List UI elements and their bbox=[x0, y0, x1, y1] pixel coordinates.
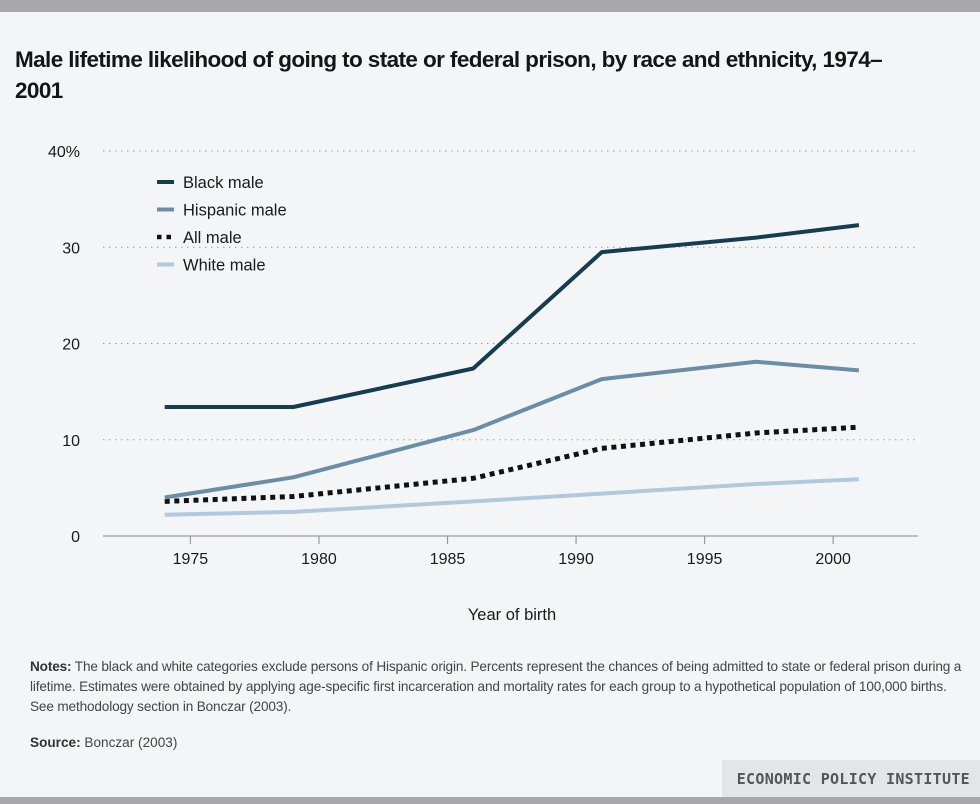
y-tick-label: 20 bbox=[62, 337, 80, 354]
top-border bbox=[0, 0, 980, 12]
x-axis-title: Year of birth bbox=[468, 606, 556, 624]
x-tick-label: 1985 bbox=[430, 551, 466, 568]
source-label: Source: bbox=[30, 735, 81, 750]
series-lines bbox=[164, 223, 860, 517]
series-line-hispanic-male bbox=[164, 359, 860, 500]
legend-label: All male bbox=[183, 229, 242, 247]
notes: Notes: The black and white categories ex… bbox=[30, 657, 970, 717]
series-line-all-male bbox=[164, 424, 860, 504]
x-tick-label: 1995 bbox=[687, 551, 723, 568]
legend-item: Black male bbox=[157, 174, 264, 192]
y-tick-label: 30 bbox=[62, 240, 80, 257]
source: Source: Bonczar (2003) bbox=[30, 735, 177, 750]
legend-item: Hispanic male bbox=[157, 202, 287, 220]
legend-label: Black male bbox=[183, 174, 264, 192]
series-line-white-male bbox=[164, 477, 859, 517]
bottom-border bbox=[0, 797, 980, 804]
chart-title: Male lifetime likelihood of going to sta… bbox=[15, 47, 883, 103]
x-tick-label: 1975 bbox=[173, 551, 209, 568]
y-tick-label: 40% bbox=[48, 144, 80, 161]
notes-text: The black and white categories exclude p… bbox=[30, 659, 962, 714]
x-tick-label: 1990 bbox=[558, 551, 594, 568]
y-tick-label: 10 bbox=[62, 433, 80, 450]
brand-logo: ECONOMIC POLICY INSTITUTE bbox=[722, 760, 980, 797]
legend: Black male Hispanic male All male White mal… bbox=[157, 174, 287, 275]
y-tick-label: 0 bbox=[71, 529, 80, 546]
notes-label: Notes: bbox=[30, 659, 72, 674]
source-text: Bonczar (2003) bbox=[80, 735, 178, 750]
legend-item: All male bbox=[157, 229, 242, 247]
legend-item: White male bbox=[157, 257, 266, 275]
series-line-black-male bbox=[164, 223, 860, 409]
legend-label: Hispanic male bbox=[183, 202, 287, 220]
legend-label: White male bbox=[183, 257, 266, 275]
x-tick-label: 1980 bbox=[301, 551, 337, 568]
gridlines bbox=[103, 150, 918, 441]
axes: 0 10 20 30 40% 1975 1980 1985 1990 1995 2000 bbox=[48, 144, 918, 568]
x-tick-label: 2000 bbox=[815, 551, 851, 568]
